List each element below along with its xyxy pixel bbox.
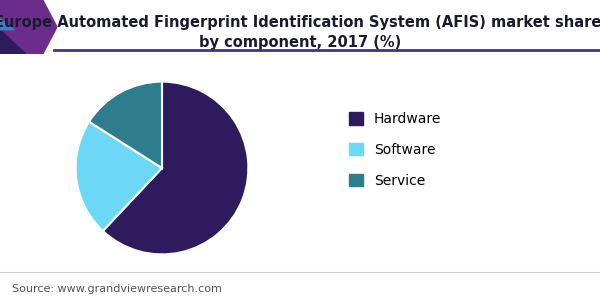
Polygon shape <box>0 30 26 54</box>
Polygon shape <box>0 0 57 54</box>
Legend: Hardware, Software, Service: Hardware, Software, Service <box>349 112 442 188</box>
Wedge shape <box>76 122 162 231</box>
Wedge shape <box>103 82 248 254</box>
Wedge shape <box>89 82 162 168</box>
Polygon shape <box>0 19 14 30</box>
Text: Europe Automated Fingerprint Identification System (AFIS) market share,
by compo: Europe Automated Fingerprint Identificat… <box>0 15 600 50</box>
Text: Source: www.grandviewresearch.com: Source: www.grandviewresearch.com <box>12 284 222 294</box>
